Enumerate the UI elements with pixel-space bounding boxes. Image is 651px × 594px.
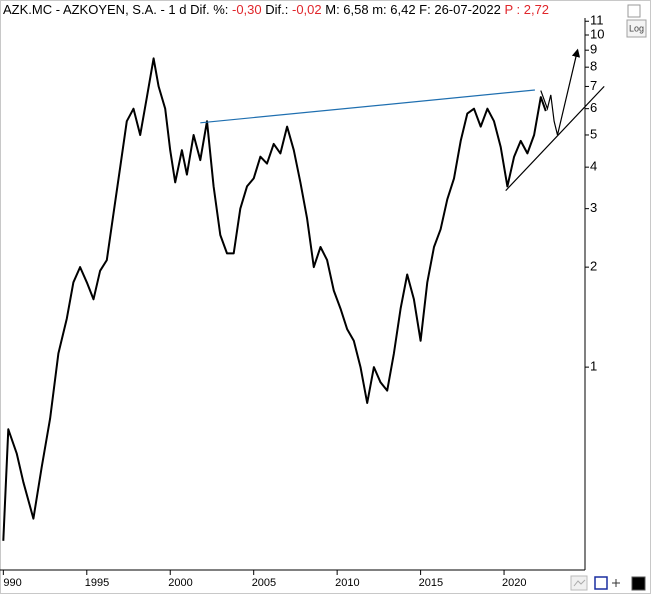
price-line xyxy=(2,57,547,541)
log-button[interactable] xyxy=(626,19,647,38)
y-tick-label: 8 xyxy=(590,59,597,74)
x-tick-label: 2010 xyxy=(335,577,359,589)
zoom-icon xyxy=(573,579,586,587)
y-tick-label: 11 xyxy=(590,13,604,28)
header: AZK.MC - AZKOYEN, S.A. - 1 d Dif. %: -0,… xyxy=(3,2,549,17)
log-button-label[interactable]: Log xyxy=(629,23,644,33)
header-part: M: 6,58 m: 6,42 F: 26-07-2022 xyxy=(322,2,505,17)
header-part: P : 2,72 xyxy=(504,2,549,17)
x-tick-label: 2000 xyxy=(168,577,192,589)
color-button[interactable] xyxy=(631,576,646,591)
x-tick-label: 2015 xyxy=(419,577,443,589)
y-tick-label: 1 xyxy=(590,359,597,374)
trend-line xyxy=(200,89,535,124)
x-tick-label: 2005 xyxy=(252,577,276,589)
y-tick-label: 6 xyxy=(590,100,597,115)
trend-line xyxy=(540,48,581,136)
box-toggle[interactable] xyxy=(627,4,641,18)
x-tick-label: 2020 xyxy=(502,577,526,589)
save-button[interactable] xyxy=(594,576,608,590)
header-part: Dif.: xyxy=(262,2,292,17)
y-tick-label: 2 xyxy=(590,259,597,274)
pin-button[interactable] xyxy=(612,579,620,587)
zoom-button[interactable] xyxy=(570,575,588,591)
header-part: -0,30 xyxy=(232,2,262,17)
y-tick-label: 5 xyxy=(590,126,597,141)
header-part: AZK.MC - AZKOYEN, S.A. - 1 d Dif. %: xyxy=(3,2,232,17)
x-tick-label: 990 xyxy=(3,577,21,589)
trend-line xyxy=(505,85,605,192)
header-part: -0,02 xyxy=(292,2,322,17)
y-tick-label: 3 xyxy=(590,200,597,215)
y-tick-label: 9 xyxy=(590,42,597,57)
y-tick-label: 7 xyxy=(590,78,597,93)
y-tick-label: 4 xyxy=(590,159,597,174)
y-tick-label: 10 xyxy=(590,26,604,41)
x-tick-label: 1995 xyxy=(85,577,109,589)
